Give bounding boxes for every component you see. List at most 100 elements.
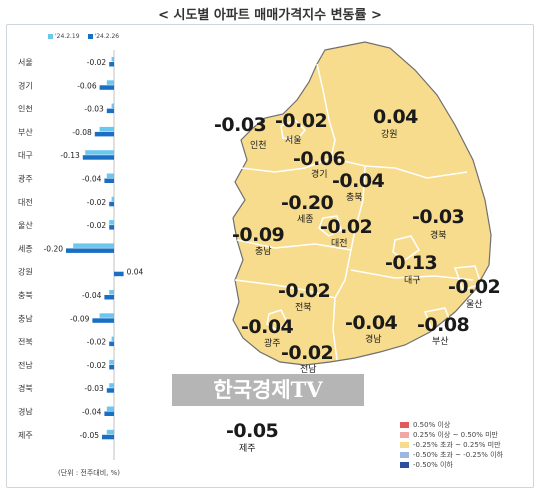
map-value-gyeonggi: -0.06 [293, 148, 346, 170]
data-label: -0.13 [60, 151, 80, 160]
bar-series1 [109, 359, 114, 365]
map-name-gyeonggi: 경기 [311, 170, 328, 180]
map-legend-label: -0.25% 초과 ~ 0.25% 미만 [413, 441, 501, 449]
border-chungbuk-gyeongbuk [350, 165, 366, 251]
data-label: -0.03 [84, 384, 104, 393]
category-label: 광주 [18, 174, 33, 184]
border-jeolla [234, 279, 336, 299]
legend-item-series2: '24.2.26 [87, 33, 120, 40]
bar-series1 [111, 336, 114, 342]
category-label: 강원 [18, 267, 33, 277]
bar-series1 [111, 57, 114, 62]
legend-swatch-series2 [87, 34, 93, 39]
data-label: -0.06 [77, 81, 97, 90]
map-name-ulsan: 울산 [466, 300, 483, 310]
border-daejeon [318, 215, 342, 237]
series-legend: '24.2.19 '24.2.26 [48, 33, 119, 40]
map-name-jeonnam: 전남 [300, 365, 317, 375]
bar-series1 [106, 80, 114, 85]
border-gyeonggi-chungcheong [240, 157, 396, 173]
category-label: 부산 [18, 127, 33, 137]
bar-series1 [106, 173, 114, 178]
bar-series1 [109, 220, 114, 225]
category-label: 경기 [18, 80, 33, 90]
data-label: -0.02 [87, 58, 107, 67]
data-label: -0.20 [44, 244, 64, 253]
bar-series2 [109, 364, 114, 370]
bar-series1 [99, 313, 114, 318]
bar-series1 [109, 383, 114, 388]
map-name-jeju: 제주 [239, 444, 256, 454]
legend-swatch-series1 [48, 34, 53, 39]
border-gwangju [266, 309, 288, 331]
map-legend-label: -0.50% 이하 [413, 461, 453, 469]
bar-series1 [85, 150, 114, 155]
category-label: 경남 [18, 407, 33, 417]
data-label: -0.08 [72, 128, 92, 137]
bar-chart: 서울 -0.02 경기 -0.06 인천 -0.03 부산 -0.08 대구 -0.13 광주 -0.… [18, 50, 144, 460]
data-label: -0.09 [70, 314, 90, 323]
bar-series1 [73, 243, 114, 248]
map-legend-row: 0.25% 이상 ~ 0.50% 미만 [400, 430, 503, 440]
korea-map [232, 41, 492, 366]
bar-series2 [106, 108, 114, 114]
bar-series1 [106, 429, 114, 435]
map-value-gangwon: 0.04 [373, 106, 418, 128]
bar-series2 [109, 201, 114, 207]
bar-series2 [102, 434, 114, 440]
bar-series2 [114, 271, 124, 277]
category-label: 전북 [18, 337, 33, 347]
bar-series2 [109, 62, 114, 67]
map-value-busan: -0.08 [417, 314, 470, 336]
map-value-gwangju: -0.04 [241, 316, 294, 338]
map-name-daegu: 대구 [404, 276, 421, 286]
map-value-jeju: -0.05 [226, 420, 279, 442]
map-name-busan: 부산 [432, 337, 449, 347]
map-value-chungnam: -0.09 [232, 224, 285, 246]
map-legend-swatch [400, 462, 409, 468]
data-label: -0.04 [82, 175, 102, 184]
map-value-ulsan: -0.02 [448, 276, 501, 298]
bar-series2 [109, 341, 114, 347]
bar-series1 [111, 196, 114, 202]
border-busan [423, 307, 452, 334]
category-label: 대전 [18, 197, 33, 207]
border-chungnam-jeolla [236, 239, 352, 251]
border-jeolla-gyeongnam [332, 249, 352, 361]
border-gyeonggi-gangwon [316, 63, 336, 159]
category-label: 세종 [18, 244, 33, 253]
map-name-gwangju: 광주 [264, 339, 281, 349]
map-name-sejong: 세종 [297, 215, 314, 225]
map-name-chungbuk: 충북 [346, 193, 363, 203]
border-ulsan [453, 265, 482, 291]
bar-series1 [111, 103, 114, 109]
map-value-sejong: -0.20 [281, 192, 334, 214]
map-name-daejeon: 대전 [331, 239, 348, 249]
data-label: -0.02 [87, 198, 107, 207]
data-label: -0.02 [87, 221, 107, 230]
map-name-seoul: 서울 [285, 136, 302, 146]
bar-series2 [104, 295, 114, 300]
data-label: -0.04 [82, 291, 102, 300]
bar-series2 [99, 85, 114, 90]
unit-note: (단위 : 전주대비, %) [58, 469, 121, 477]
bar-series2 [66, 248, 114, 253]
data-label: 0.04 [127, 268, 144, 277]
bar-series2 [94, 131, 114, 137]
map-name-jeonbuk: 전북 [295, 303, 312, 313]
legend-label-series2: '24.2.26 [94, 33, 120, 40]
category-label: 제주 [18, 431, 33, 440]
data-label: -0.04 [82, 408, 102, 417]
map-value-daegu: -0.13 [385, 252, 438, 274]
category-label: 경북 [18, 383, 33, 393]
map-legend-swatch [400, 422, 409, 428]
map-name-gangwon: 강원 [381, 130, 398, 140]
map-name-incheon: 인천 [250, 141, 267, 151]
category-label: 대구 [18, 151, 33, 160]
category-label: 전남 [18, 360, 33, 370]
bar-series2 [92, 318, 114, 323]
chart-title: < 시도별 아파트 매매가격지수 변동률 > [158, 8, 382, 23]
map-value-gyeongnam: -0.04 [345, 312, 398, 334]
map-legend-swatch [400, 432, 409, 438]
data-label: -0.02 [87, 338, 107, 347]
